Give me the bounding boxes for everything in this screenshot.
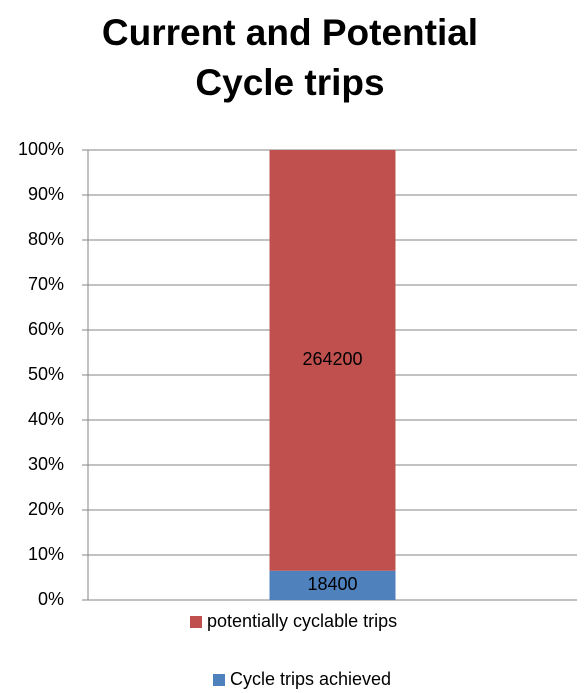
y-tick-label: 70% bbox=[28, 274, 64, 294]
y-tick-label: 20% bbox=[28, 499, 64, 519]
y-tick-label: 80% bbox=[28, 229, 64, 249]
y-tick-label: 0% bbox=[38, 589, 64, 609]
legend-label: Cycle trips achieved bbox=[230, 669, 391, 689]
y-tick-label: 30% bbox=[28, 454, 64, 474]
chart-title: Current and Potential Cycle trips bbox=[101, 12, 479, 103]
y-tick-label: 50% bbox=[28, 364, 64, 384]
y-tick-label: 40% bbox=[28, 409, 64, 429]
bar-segment bbox=[269, 570, 396, 600]
legend-swatch bbox=[190, 616, 202, 628]
bar-segment bbox=[269, 150, 396, 571]
y-tick-label: 60% bbox=[28, 319, 64, 339]
data-label: 264200 bbox=[302, 349, 362, 369]
y-tick-label: 10% bbox=[28, 544, 64, 564]
data-label: 18400 bbox=[307, 574, 357, 594]
y-tick-label: 100% bbox=[18, 139, 64, 159]
legend-swatch bbox=[213, 674, 225, 686]
y-tick-label: 90% bbox=[28, 184, 64, 204]
legend-label: potentially cyclable trips bbox=[207, 611, 397, 631]
